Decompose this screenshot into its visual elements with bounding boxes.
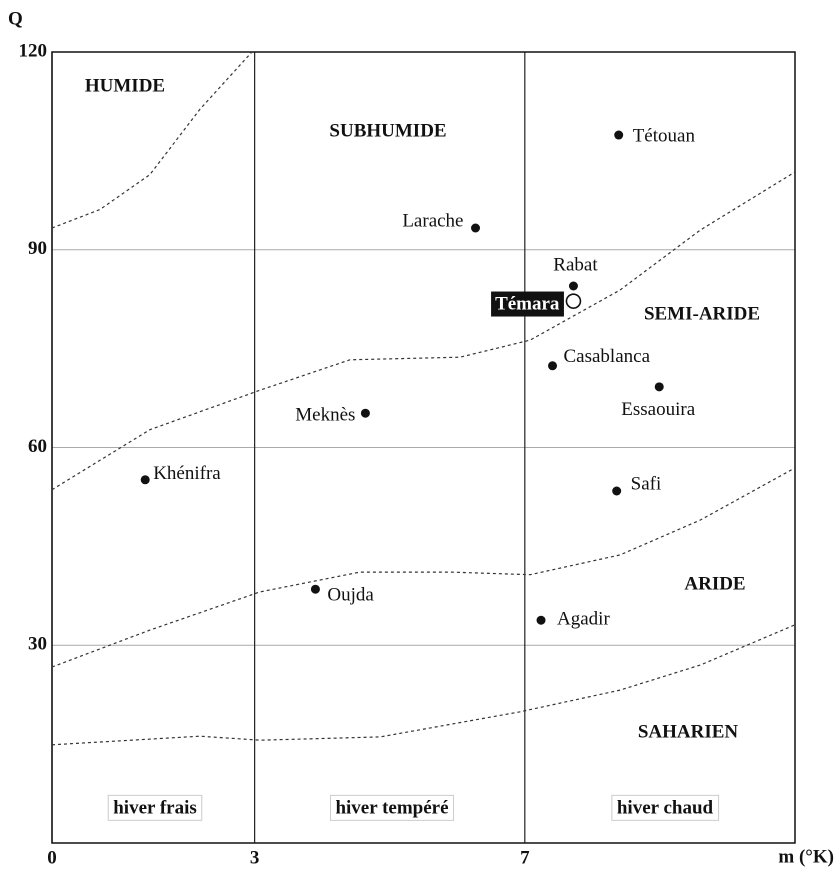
season-label: hiver frais [113,797,197,818]
point-label: Oujda [327,585,374,606]
season-label: hiver tempéré [335,797,448,818]
y-tick-label: 60 [28,436,47,457]
point-label: Casablanca [564,346,651,367]
plot-frame [51,51,796,844]
season-box [611,794,720,821]
point-label: Rabat [553,254,598,275]
data-point [654,382,664,392]
data-point [568,281,578,291]
x-tick-label: 3 [250,847,260,868]
y-tick-label: 120 [19,40,48,61]
data-point [548,361,558,371]
y-tick-label: 90 [28,238,47,259]
boundary-line [51,467,796,668]
point-label: Larache [402,210,463,231]
point-label: Témara [495,294,560,315]
point-label: Essaouira [621,399,695,420]
zone-label: SAHARIEN [638,721,739,742]
data-point [565,293,582,309]
season-box [107,794,203,821]
data-point [614,130,624,140]
data-point [536,615,546,625]
y-axis-label: Q [8,8,23,29]
boundary-line [51,171,796,491]
data-point [310,584,320,594]
season-label: hiver chaud [617,797,714,818]
point-label: Agadir [557,609,610,630]
point-label: Meknès [295,405,355,426]
boundary-line [51,624,796,746]
data-point [360,408,370,418]
data-point [140,475,150,485]
zone-label: SEMI-ARIDE [644,303,760,324]
x-tick-label: 7 [520,847,530,868]
zone-label: HUMIDE [85,75,165,96]
point-label: Khénifra [153,463,221,484]
data-point [612,486,622,496]
zone-label: SUBHUMIDE [329,120,446,141]
point-label: Safi [631,473,662,494]
y-tick-label: 30 [28,634,47,655]
zone-label: ARIDE [684,573,745,594]
season-box [329,794,455,821]
x-axis-label: m (°K) [778,846,834,867]
point-label: Tétouan [633,125,696,146]
x-tick-label: 0 [47,847,57,868]
data-point [471,223,481,233]
label-box [491,291,564,317]
